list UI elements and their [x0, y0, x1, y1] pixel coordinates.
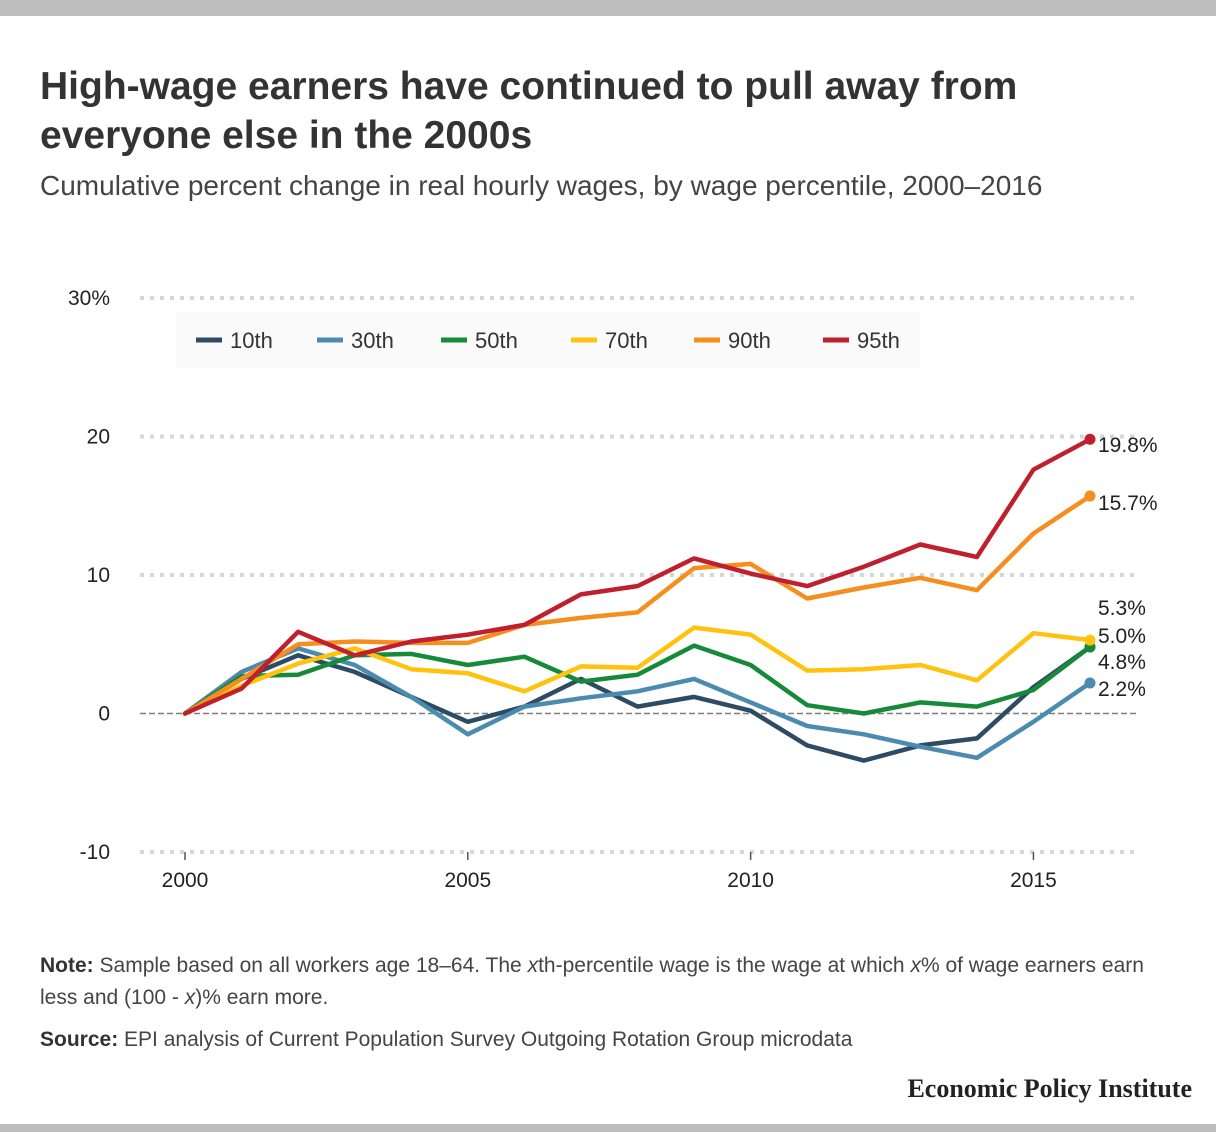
source-label: Source:	[40, 1028, 119, 1051]
legend-label: 30th	[351, 328, 394, 353]
note-text-3: % of wage earners earn less and (100 -	[40, 954, 1144, 1009]
legend: 10th 30th 50th 70th 90th 95th	[176, 312, 920, 368]
x-tick-label: 2015	[1010, 869, 1057, 892]
legend-label: 70th	[605, 328, 648, 353]
note-label: Note:	[40, 954, 94, 977]
brand-logo-text: Economic Policy Institute	[907, 1074, 1192, 1103]
source-text: EPI analysis of Current Population Surve…	[124, 1028, 853, 1051]
chart-source: Source: EPI analysis of Current Populati…	[40, 1024, 1170, 1056]
series-line-70th	[182, 625, 1093, 716]
chart-note: Note: Sample based on all workers age 18…	[40, 950, 1170, 1014]
y-tick-label: 20	[87, 426, 110, 449]
gridlines	[140, 296, 1136, 854]
series-line-95th	[182, 437, 1093, 716]
series-end-dot-90th	[1084, 490, 1096, 502]
note-text-1: Sample based on all workers age 18–64. T…	[99, 954, 528, 977]
legend-label: 50th	[475, 328, 518, 353]
y-tick-label: 10	[87, 564, 110, 587]
x-tick-label: 2005	[444, 869, 491, 892]
end-label-30th: 2.2%	[1098, 678, 1146, 701]
note-var-1: x	[527, 954, 539, 977]
series-line-90th	[182, 493, 1093, 716]
series-end-dot-95th	[1084, 433, 1096, 445]
end-labels: 19.8% 15.7% 5.3% 5.0% 4.8% 2.2%	[1098, 434, 1158, 701]
chart-title: High-wage earners have continued to pull…	[40, 65, 1018, 157]
legend-label: 95th	[857, 328, 900, 353]
series-end-dot-70th	[1084, 634, 1096, 646]
x-tick-label: 2010	[727, 869, 774, 892]
note-text-2: th-percentile wage is the wage at which	[538, 954, 911, 977]
note-var-3: x	[184, 986, 196, 1009]
y-axis-ticks: 30% 20 10 0 -10	[68, 287, 110, 864]
end-label-70th: 5.3%	[1098, 597, 1146, 620]
series-line-10th	[182, 644, 1093, 763]
series-line-50th	[182, 643, 1093, 716]
series-lines	[182, 433, 1096, 763]
y-tick-label: 0	[98, 703, 110, 726]
y-tick-label: -10	[80, 841, 110, 864]
note-var-2: x	[910, 954, 921, 977]
legend-label: 90th	[728, 328, 771, 353]
legend-background	[176, 312, 920, 368]
end-label-90th: 15.7%	[1098, 492, 1158, 515]
bottom-border-bar	[0, 1124, 1216, 1132]
x-tick-label: 2000	[162, 869, 209, 892]
top-border-bar	[0, 0, 1216, 16]
end-label-10th: 5.0%	[1098, 625, 1146, 648]
y-tick-label: 30%	[68, 287, 110, 310]
chart-subtitle: Cumulative percent change in real hourly…	[40, 170, 1043, 201]
x-axis-ticks: 2000 2005 2010 2015	[162, 852, 1057, 892]
series-end-dot-30th	[1084, 677, 1096, 689]
end-label-50th: 4.8%	[1098, 651, 1146, 674]
end-label-95th: 19.8%	[1098, 434, 1158, 457]
note-text-4: )% earn more.	[195, 986, 329, 1009]
legend-label: 10th	[230, 328, 273, 353]
